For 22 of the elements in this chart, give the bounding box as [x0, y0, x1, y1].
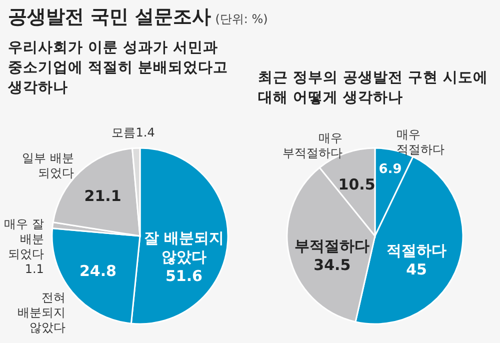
data-label: 24.8 — [79, 262, 116, 280]
slice-label: 적절하다 — [386, 241, 447, 260]
data-label: 1.1 — [24, 262, 44, 276]
data-label: 45 — [406, 260, 427, 278]
chart-title: 최근 정부의 공생발전 구현 시도에 대해 어떻게 생각하나 — [258, 69, 490, 108]
slice-label: 매우 적절하다 — [396, 128, 444, 157]
data-label: 1.4 — [136, 125, 155, 140]
slice-label: 일부 배분 되었다 — [22, 151, 74, 180]
chart-title: 공생발전 국민 설문조사 — [8, 6, 212, 28]
slice-label: 매우 부적절하다 — [282, 130, 343, 160]
text: (단위: %) — [215, 12, 268, 26]
slice-label: 매우 잘 배분 되었다 — [4, 217, 44, 262]
data-label: 10.5 — [338, 176, 376, 194]
slice-label: 전혀 배분되지 않았다 — [17, 290, 66, 335]
data-label: 21.1 — [84, 187, 122, 206]
slice-label: 잘 배분되지 않았다 — [144, 229, 224, 266]
slice-label: 모름 — [112, 125, 136, 140]
slice-label: 부적절하다 — [294, 236, 370, 255]
data-label: 51.6 — [165, 267, 202, 286]
data-label: 6.9 — [378, 162, 402, 178]
chart-subtitle: 우리사회가 이룬 성과가 서민과 중소기업에 적절히 분배되었다고 생각하나 — [8, 39, 230, 98]
data-label: 34.5 — [314, 256, 351, 274]
